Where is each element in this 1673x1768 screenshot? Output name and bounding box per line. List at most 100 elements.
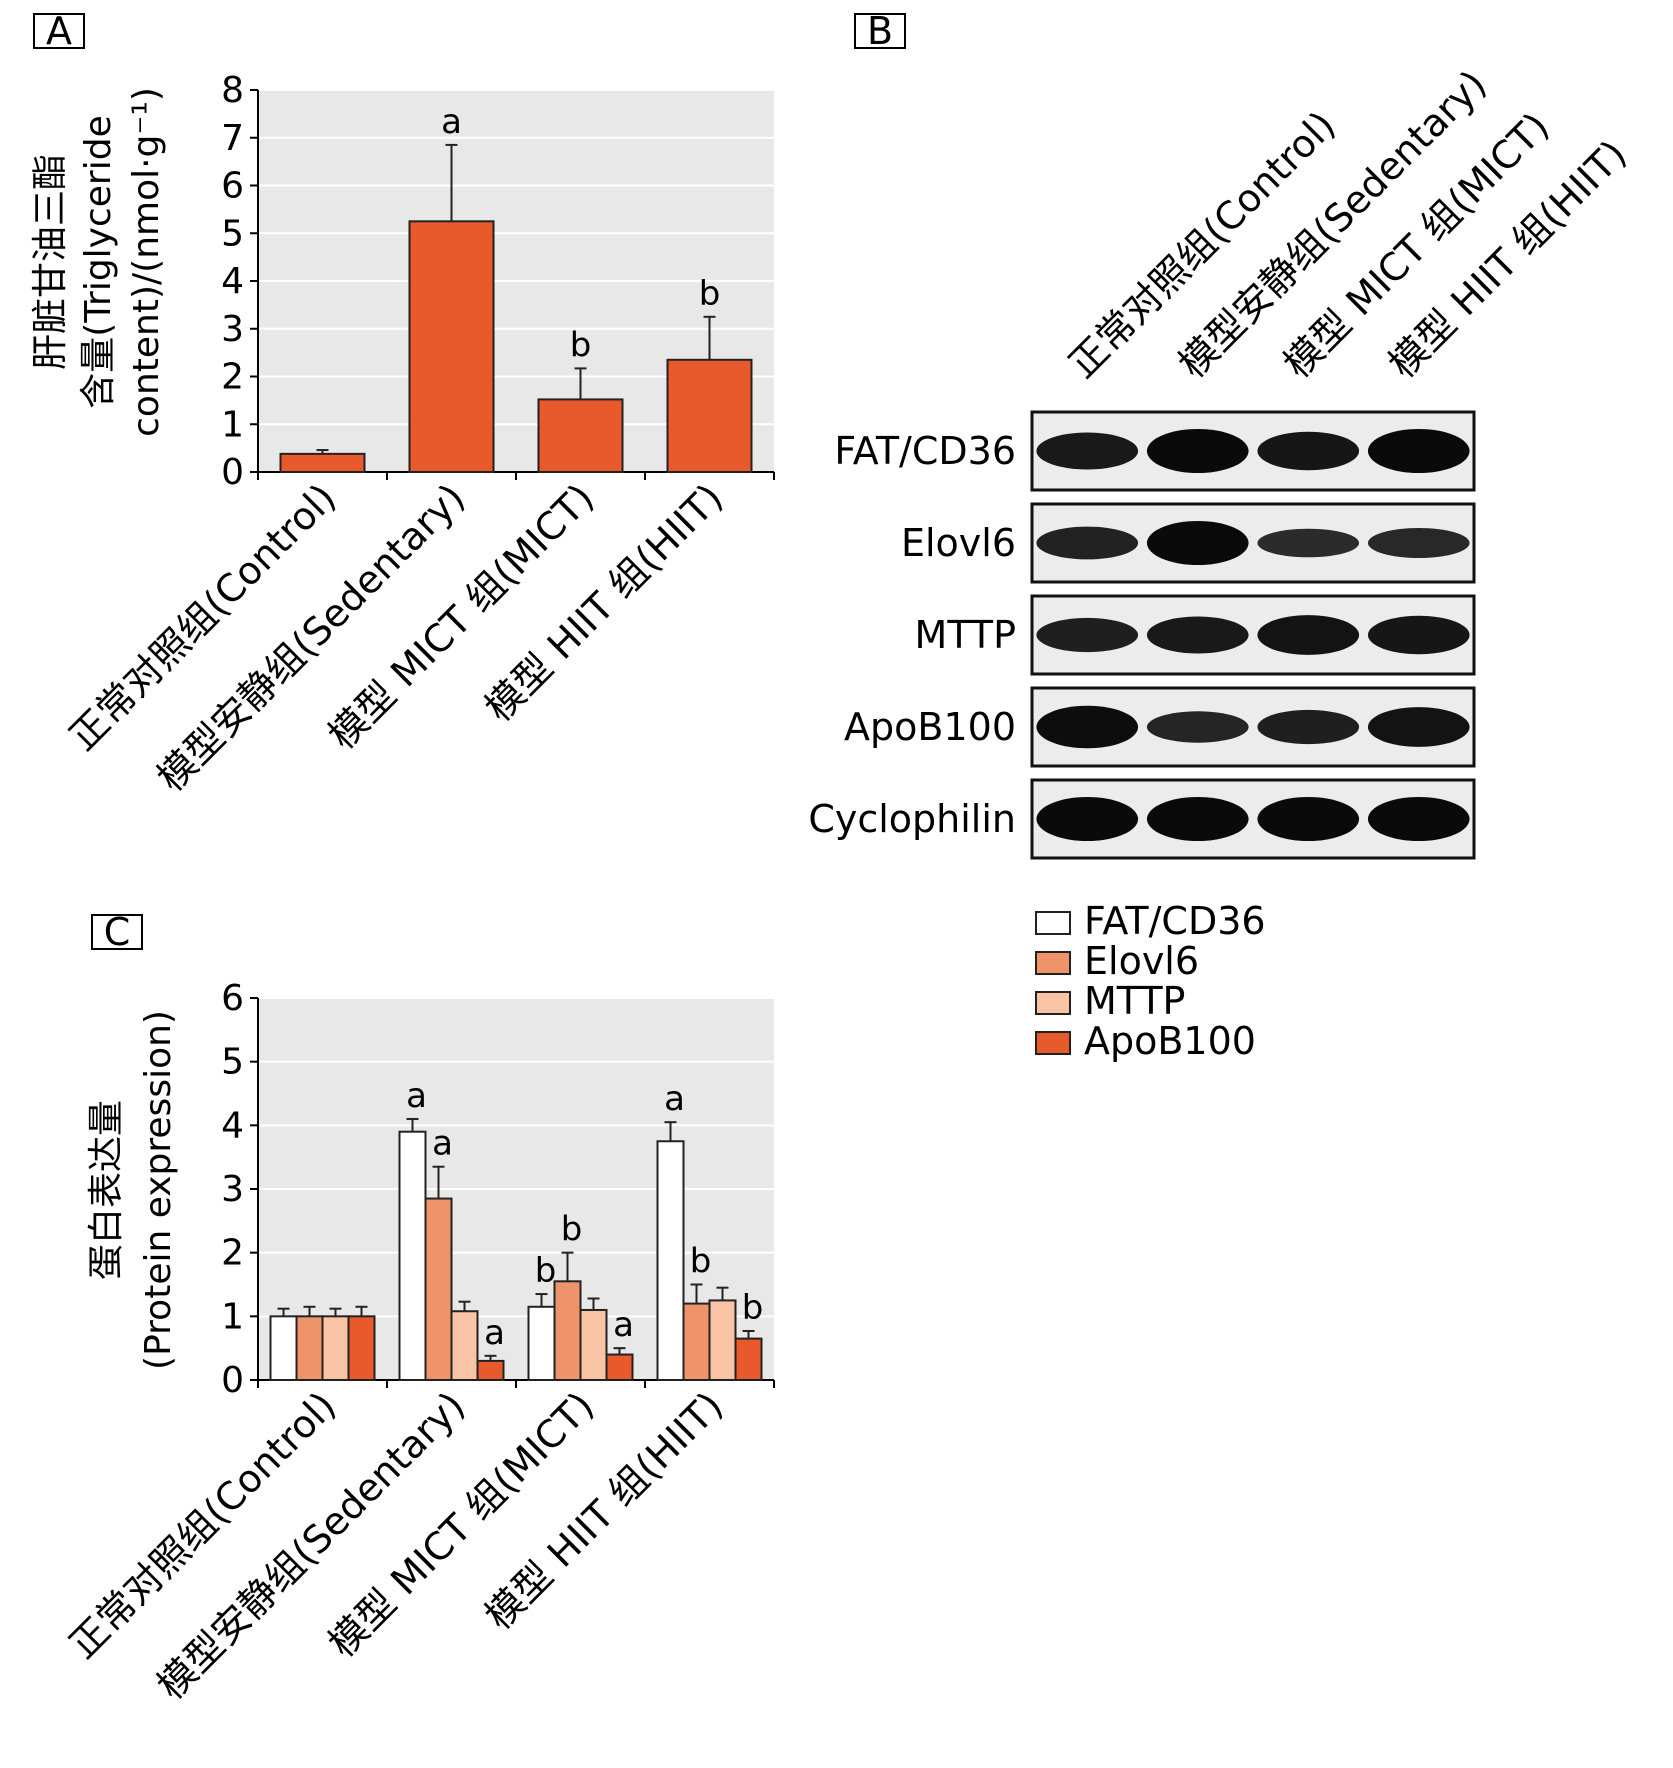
y-tick-label: 0	[221, 1360, 244, 1401]
category-label: 模型 HIIT 组(HIIT)	[477, 1383, 732, 1638]
y-tick-label: 2	[221, 357, 244, 398]
y-axis-label-line: (Protein expression)	[138, 1010, 179, 1370]
blot-band	[1036, 617, 1139, 653]
y-tick-label: 1	[221, 404, 244, 445]
significance-label: a	[406, 1076, 427, 1116]
y-tick-label: 3	[221, 309, 244, 350]
significance-label: a	[664, 1079, 685, 1119]
bar	[579, 1308, 608, 1382]
blot-band	[1367, 429, 1470, 473]
y-axis-label-line: 肝脏甘油三酯	[30, 154, 71, 370]
bar	[398, 1130, 427, 1381]
y-tick-label: 5	[221, 213, 244, 254]
bar	[734, 1337, 763, 1382]
panel-b-letter-box	[854, 13, 906, 49]
y-tick-label: 6	[221, 978, 244, 1019]
blot-label: MTTP	[915, 613, 1016, 657]
y-tick-label: 4	[221, 1105, 244, 1146]
y-tick-label: 7	[221, 118, 244, 159]
panel-b-blots: FAT/CD36 Elovl6 MTTP ApoB100 Cyclophilin	[808, 410, 1476, 860]
legend-label: Elovl6	[1084, 939, 1199, 983]
significance-label: a	[613, 1305, 634, 1345]
blot-row-elovl6: Elovl6	[901, 502, 1476, 584]
y-axis-label-line: 含量(Triglyceride	[78, 115, 119, 408]
significance-label: a	[441, 102, 462, 142]
bar	[269, 1315, 298, 1382]
bar	[295, 1315, 324, 1382]
blot-band	[1146, 797, 1249, 841]
y-tick-label: 1	[221, 1296, 244, 1337]
blot-band	[1367, 707, 1470, 747]
blot-label: Cyclophilin	[808, 797, 1016, 841]
blot-band	[1146, 711, 1249, 743]
significance-label: b	[690, 1242, 712, 1282]
panel-a: A 肝脏甘油三酯 含量(Triglyceride content)/(nmol·g⁻…	[30, 9, 775, 800]
y-tick-label: 5	[221, 1042, 244, 1083]
y-axis-label-line: content)/(nmol·g⁻¹)	[126, 87, 167, 437]
category-label: 模型 HIIT 组(HIIT)	[477, 475, 732, 730]
y-tick-label: 8	[221, 70, 244, 111]
legend-swatch	[1035, 991, 1071, 1015]
y-tick-label: 0	[221, 452, 244, 493]
blot-band	[1036, 526, 1139, 560]
bar	[656, 1140, 685, 1381]
panel-a-letter-box	[33, 13, 85, 49]
legend-swatch	[1035, 1031, 1071, 1055]
bar	[682, 1302, 711, 1381]
blot-band	[1257, 431, 1360, 471]
bar	[537, 398, 624, 474]
bar	[424, 1197, 453, 1382]
y-axis-label-line: 蛋白表达量	[86, 1100, 127, 1280]
panel-c: C 蛋白表达量 (Protein expression) 0123456abaab…	[61, 899, 1266, 1708]
significance-label: b	[742, 1288, 764, 1328]
y-tick-label: 2	[221, 1233, 244, 1274]
bar	[476, 1359, 505, 1382]
bar	[527, 1305, 556, 1381]
blot-row-cyclophilin: Cyclophilin	[808, 778, 1476, 860]
legend-label: ApoB100	[1084, 1019, 1256, 1063]
y-tick-label: 6	[221, 166, 244, 207]
panel-a-ylabel: 肝脏甘油三酯 含量(Triglyceride content)/(nmol·g⁻¹)	[30, 87, 167, 437]
panel-b-lane-labels: 正常对照组(Control)模型安静组(Sedentary)模型 MICT 组(…	[1060, 62, 1635, 387]
blot-band	[1367, 528, 1470, 558]
blot-band	[1146, 521, 1249, 565]
bar	[666, 358, 753, 474]
blot-band	[1257, 528, 1360, 558]
bar	[450, 1310, 479, 1381]
blot-label: FAT/CD36	[834, 429, 1016, 473]
blot-band	[1367, 797, 1470, 841]
blot-band	[1257, 709, 1360, 745]
bar	[605, 1353, 634, 1381]
blot-band	[1036, 432, 1139, 470]
y-tick-label: 3	[221, 1169, 244, 1210]
panel-c-letter: C	[104, 910, 131, 954]
bar	[321, 1315, 350, 1382]
significance-label: a	[484, 1313, 505, 1353]
blot-band	[1036, 705, 1139, 749]
blot-band	[1257, 797, 1360, 841]
bar	[279, 452, 366, 474]
blot-row-mttp: MTTP	[915, 594, 1476, 676]
bar	[347, 1315, 376, 1382]
blot-label: Elovl6	[901, 521, 1016, 565]
legend-label: MTTP	[1084, 979, 1185, 1023]
blot-band	[1146, 616, 1249, 654]
significance-label: b	[561, 1210, 583, 1250]
blot-row-fat-cd36: FAT/CD36	[834, 410, 1476, 492]
significance-label: a	[432, 1124, 453, 1164]
blot-label: ApoB100	[844, 705, 1016, 749]
blot-band	[1257, 615, 1360, 655]
legend-swatch	[1035, 951, 1071, 975]
blot-row-apob100: ApoB100	[844, 686, 1476, 768]
bar	[408, 220, 495, 473]
panel-a-letter: A	[46, 9, 72, 53]
panel-c-letter-box	[91, 914, 143, 950]
legend-label: FAT/CD36	[1084, 899, 1266, 943]
significance-label: b	[699, 274, 721, 314]
y-tick-label: 4	[221, 261, 244, 302]
blot-band	[1146, 429, 1249, 473]
panel-b: B 正常对照组(Control)模型安静组(Sedentary)模型 MICT …	[808, 9, 1635, 860]
significance-label: b	[570, 325, 592, 365]
